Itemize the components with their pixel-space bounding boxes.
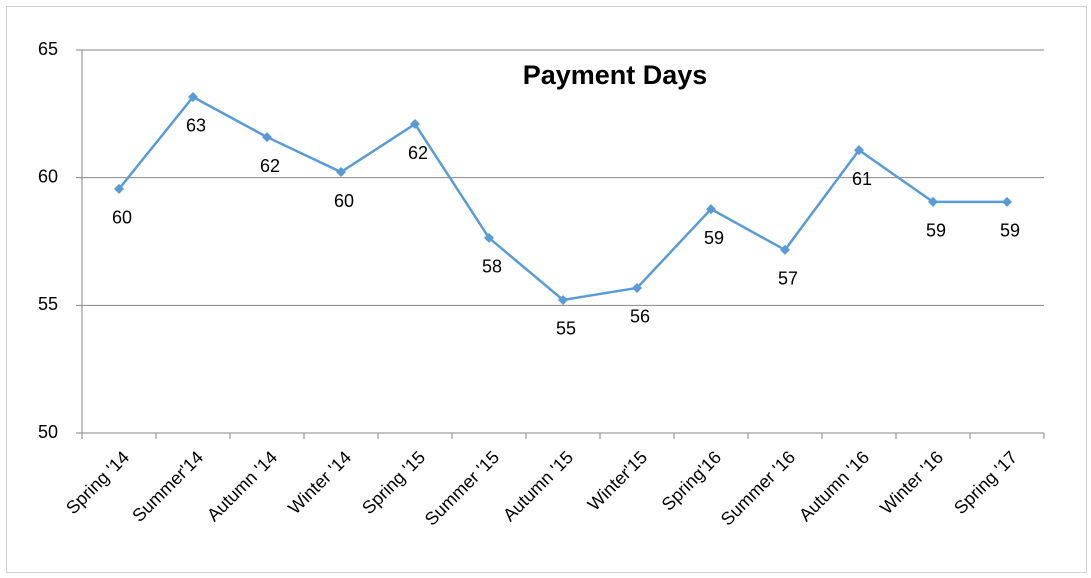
marker <box>854 145 864 156</box>
data-label: 60 <box>334 191 354 211</box>
marker <box>188 91 198 102</box>
marker <box>632 282 642 293</box>
data-label: 55 <box>556 319 576 339</box>
data-label: 60 <box>112 208 132 228</box>
y-tick-label: 50 <box>38 422 58 442</box>
marker <box>706 204 716 215</box>
marker <box>1002 196 1012 207</box>
marker <box>780 244 790 255</box>
data-label: 59 <box>926 221 946 241</box>
data-label: 57 <box>778 269 798 289</box>
marker <box>558 294 568 305</box>
y-tick-label: 55 <box>38 294 58 314</box>
y-tick-label: 60 <box>38 166 58 186</box>
marker <box>114 183 124 194</box>
marker <box>262 132 272 143</box>
data-label: 56 <box>630 307 650 327</box>
chart-frame <box>6 6 1087 573</box>
chart-title: Payment Days <box>523 60 708 90</box>
data-label: 59 <box>1000 221 1020 241</box>
data-label: 61 <box>852 169 872 189</box>
y-tick-label: 65 <box>38 39 58 59</box>
marker <box>928 196 938 207</box>
data-label: 58 <box>482 257 502 277</box>
data-label: 62 <box>408 143 428 163</box>
marker <box>410 119 420 130</box>
marker <box>484 232 494 243</box>
data-label: 63 <box>186 116 206 136</box>
marker <box>336 167 346 178</box>
data-label: 59 <box>704 228 724 248</box>
data-label: 62 <box>260 156 280 176</box>
